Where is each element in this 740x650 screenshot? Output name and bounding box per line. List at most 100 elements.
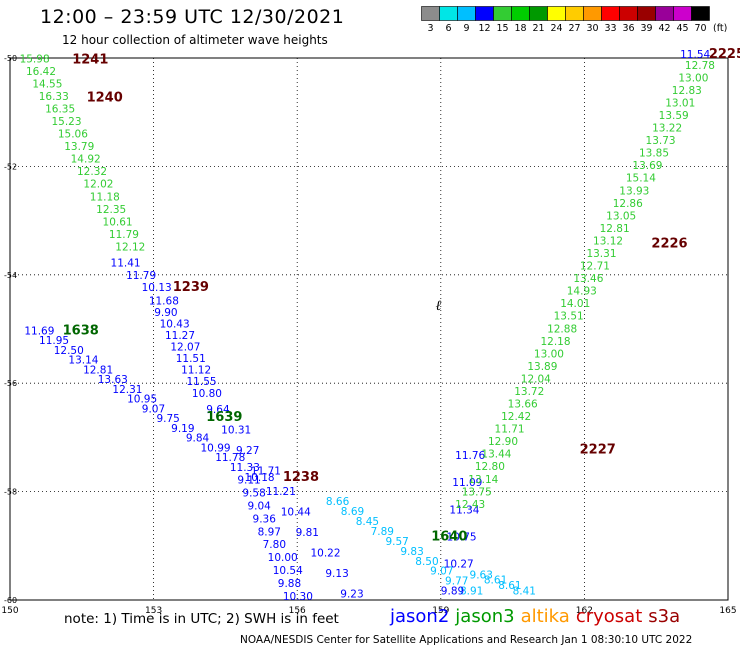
wave-height-label: 15.06: [58, 129, 88, 141]
wave-height-label: 13.44: [481, 449, 511, 461]
color-swatch: [691, 6, 710, 21]
color-scale-label: 15: [496, 23, 508, 32]
wave-height-label: 14.01: [560, 298, 590, 310]
wave-height-label: 12.18: [540, 336, 570, 348]
wave-height-label: 9.63: [470, 569, 493, 581]
wave-height-label: 11.18: [90, 191, 120, 203]
wave-height-label: 11.69: [24, 325, 54, 337]
wave-height-label: 12.83: [672, 85, 702, 97]
wave-height-label: 8.66: [326, 496, 350, 508]
wave-height-label: 11.33: [230, 462, 260, 474]
wave-height-label: 12.81: [600, 223, 630, 235]
wave-height-label: 9.23: [340, 588, 363, 600]
wave-height-label: 9.19: [171, 423, 194, 435]
wave-height-label: 8.45: [356, 516, 379, 528]
wave-height-label: 9.04: [247, 500, 271, 512]
wave-height-label: 9.27: [236, 445, 259, 457]
wave-height-label: 9.13: [325, 568, 348, 580]
wave-height-label: 13.66: [508, 399, 538, 411]
wave-height-label: 13.31: [586, 248, 616, 260]
wave-height-label: 13.73: [646, 135, 676, 147]
color-scale-label: 9: [463, 23, 469, 32]
wave-height-label: 13.89: [527, 361, 557, 373]
wave-height-label: 11.79: [109, 229, 139, 241]
wave-height-label: 9.64: [206, 404, 230, 416]
map-frame: [9, 57, 729, 601]
pass-number-label: 2227: [580, 443, 616, 458]
wave-height-label: 11.21: [266, 486, 296, 498]
footer-note: note: 1) Time is in UTC; 2) SWH is in fe…: [64, 611, 339, 627]
wave-height-label: 8.91: [460, 586, 483, 598]
wave-height-label: 13.05: [606, 210, 636, 222]
wave-height-label: 9.75: [156, 413, 179, 425]
wave-height-label: 11.54: [680, 49, 710, 61]
wave-height-label: 12.78: [685, 60, 715, 72]
wave-height-label: 12.88: [547, 323, 577, 335]
color-scale-label: 3: [427, 23, 433, 32]
wave-height-label: 8.61: [498, 580, 521, 592]
wave-height-label: 9.81: [296, 527, 319, 539]
wave-height-label: 7.80: [263, 539, 286, 551]
wave-height-label: 8.41: [513, 586, 536, 598]
wave-height-label: 13.85: [639, 148, 669, 160]
pass-number-label: 1241: [72, 52, 108, 67]
wave-height-label: 9.88: [278, 578, 301, 590]
wave-height-label: 9.83: [400, 546, 423, 558]
wave-height-label: 13.22: [652, 123, 682, 135]
color-scale-label: 30: [586, 23, 598, 32]
wave-height-label: 12.35: [96, 204, 126, 216]
lon-tick-label: 153: [145, 606, 162, 616]
pass-number-label: 1638: [63, 323, 99, 338]
color-scale-unit: (ft): [713, 23, 727, 32]
satellite-legend-item: altika: [520, 606, 570, 627]
wave-height-label: 12.32: [77, 166, 107, 178]
wave-height-label: 11.55: [187, 376, 217, 388]
wave-height-label: 11.51: [176, 353, 206, 365]
lat-tick-label: -56: [4, 379, 17, 388]
satellite-legend-item: jason2: [390, 606, 450, 627]
wave-height-label: 13.00: [534, 348, 564, 360]
lat-tick-label: -60: [4, 596, 17, 605]
lat-tick-label: -54: [4, 271, 17, 280]
wave-height-label: 9.11: [237, 474, 260, 486]
wave-height-label: 13.14: [68, 355, 98, 367]
wave-height-label: 9.07: [430, 566, 453, 578]
satellite-legend-item: jason3: [455, 606, 515, 627]
lat-tick-label: -58: [4, 488, 17, 497]
wave-height-label: 12.86: [613, 198, 643, 210]
wave-height-label: 10.30: [283, 591, 313, 603]
island-outline: ℓ: [435, 298, 441, 314]
wave-height-label: 15.23: [51, 116, 81, 128]
wave-height-label: 10.61: [103, 216, 133, 228]
wave-height-label: 8.97: [258, 526, 281, 538]
color-scale-label: 39: [640, 23, 652, 32]
pass-number-label: 1239: [173, 280, 209, 295]
wave-height-label: 13.12: [593, 235, 623, 247]
wave-height-label: 11.34: [449, 504, 479, 516]
wave-height-label: 12.12: [115, 241, 145, 253]
wave-height-label: 11.79: [126, 270, 156, 282]
pass-number-label: 1238: [283, 470, 319, 485]
wave-height-label: 10.80: [192, 388, 222, 400]
wave-height-label: 11.95: [39, 335, 69, 347]
wave-height-label: 12.50: [54, 345, 84, 357]
color-scale-label: 45: [676, 23, 688, 32]
wave-height-label: 11.09: [452, 477, 482, 489]
wave-height-label: 12.04: [521, 373, 551, 385]
wave-height-label: 14.93: [567, 286, 597, 298]
color-scale-label: 24: [550, 23, 562, 32]
wave-height-label: 11.76: [455, 450, 485, 462]
lon-tick-label: 159: [432, 606, 449, 616]
satellite-legend-item: cryosat: [575, 606, 643, 627]
wave-height-label: 11.71: [495, 424, 525, 436]
wave-height-label: 8.61: [484, 575, 507, 587]
wave-height-label: 9.36: [253, 513, 277, 525]
wave-height-label: 16.33: [39, 91, 69, 103]
color-scale-label: 33: [604, 23, 616, 32]
lon-tick-label: 150: [1, 606, 18, 616]
wave-height-label: 11.68: [149, 296, 179, 308]
wave-height-label: 10.75: [447, 531, 477, 543]
footer-credit: NOAA/NESDIS Center for Satellite Applica…: [240, 634, 693, 646]
wave-height-label: 15.14: [626, 173, 656, 185]
